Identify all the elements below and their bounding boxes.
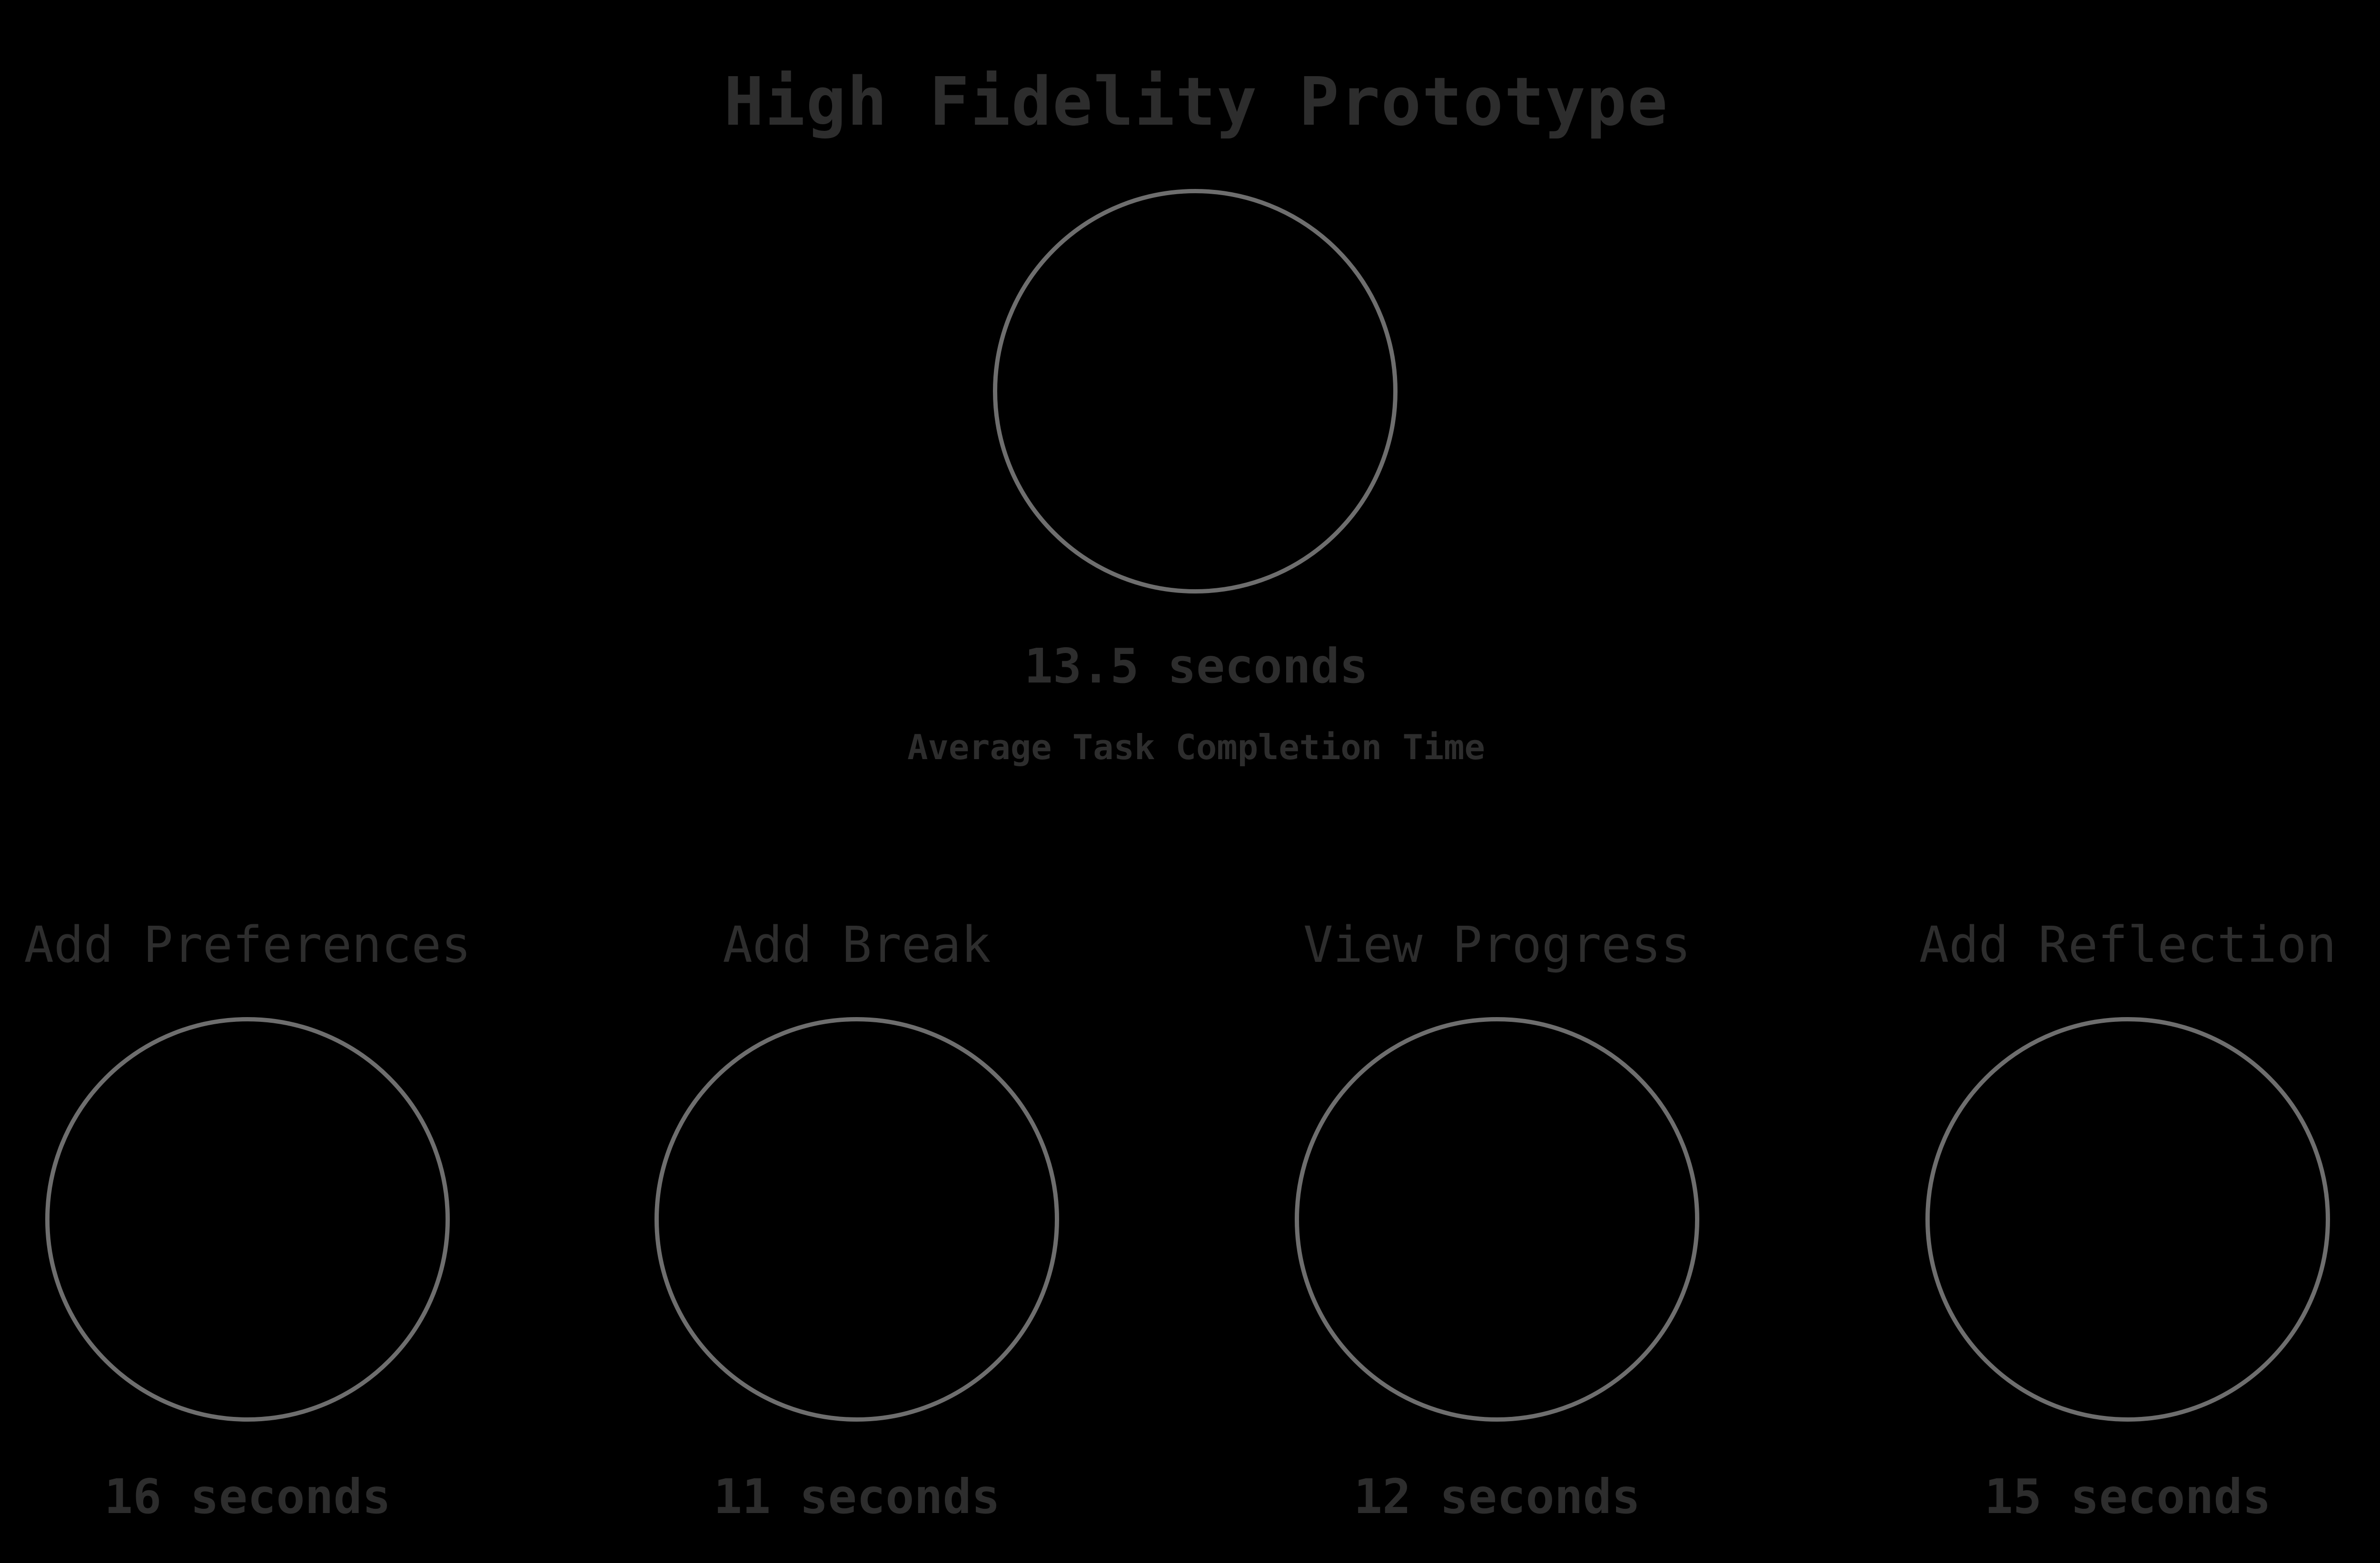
page-title: High Fidelity Prototype bbox=[724, 63, 1669, 141]
task-time: 11 seconds bbox=[713, 1469, 1001, 1524]
average-time-value: 13.5 seconds bbox=[1024, 638, 1368, 694]
task-node-add-break: Add Break 11 seconds bbox=[595, 0, 1119, 1563]
task-node-add-reflection: Add Reflection 15 seconds bbox=[1866, 0, 2380, 1563]
average-time-circle bbox=[993, 189, 1398, 594]
task-time: 12 seconds bbox=[1353, 1469, 1641, 1524]
task-node-view-progress: View Progress 12 seconds bbox=[1235, 0, 1759, 1563]
task-node-add-preferences: Add Preferences 16 seconds bbox=[0, 0, 509, 1563]
task-label: View Progress bbox=[1303, 916, 1691, 974]
task-label: Add Break bbox=[723, 916, 991, 974]
task-label: Add Preferences bbox=[24, 916, 471, 974]
task-label: Add Reflection bbox=[1919, 916, 2337, 974]
task-circle bbox=[654, 1017, 1059, 1422]
task-time: 16 seconds bbox=[104, 1469, 391, 1524]
task-time: 15 seconds bbox=[1984, 1469, 2271, 1524]
task-circle bbox=[45, 1017, 450, 1422]
average-time-caption: Average Task Completion Time bbox=[907, 727, 1485, 767]
task-circle bbox=[1295, 1017, 1699, 1422]
task-circle bbox=[1925, 1017, 2330, 1422]
